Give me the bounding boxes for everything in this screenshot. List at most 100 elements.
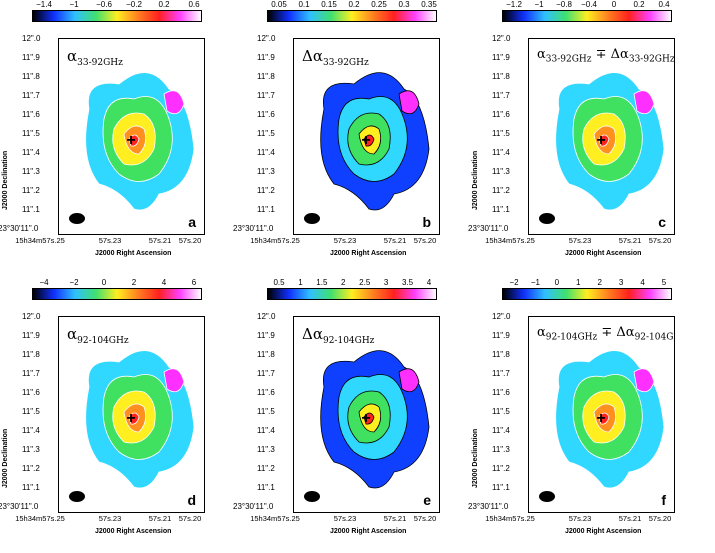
map-region: [633, 368, 655, 393]
colorbar-tick-label: −1: [534, 0, 544, 9]
panel-letter: f: [661, 492, 666, 508]
y-tick-label: 23°30'11".0: [0, 502, 39, 511]
y-tick-label: 11".4: [257, 148, 275, 157]
panel-letter: c: [658, 214, 666, 230]
y-tick-label: 11".8: [22, 72, 40, 81]
x-axis-label: J2000 Right Ascension: [95, 250, 172, 257]
colorbar-tick-label: 2: [131, 278, 137, 287]
map-region: [163, 368, 185, 393]
y-tick-label: 11".4: [492, 426, 510, 435]
colorbar-tick-label: 4: [640, 278, 645, 287]
x-axis-label: J2000 Right Ascension: [565, 250, 642, 257]
y-tick-label: 23°30'11".0: [0, 224, 39, 233]
map-region: [598, 412, 610, 425]
colorbar-tick-label: 1: [298, 278, 303, 287]
x-tick-label: 57s.20: [648, 236, 672, 245]
panel-title: α33-92GHz: [67, 47, 123, 68]
x-tick-label: 57s.20: [413, 236, 437, 245]
x-tick-label: 57s.23: [568, 236, 592, 245]
y-tick-label: 11".4: [22, 148, 40, 157]
map-plot: Δα92-104GHz + e: [293, 316, 440, 513]
x-tick-label: 15h34m57s.25: [15, 514, 65, 523]
y-tick-label: 11".2: [492, 464, 510, 473]
y-tick-label: 11".4: [492, 148, 510, 157]
x-axis-label: J2000 Right Ascension: [565, 528, 642, 535]
y-tick-label: 11".6: [22, 110, 40, 119]
source-position-cross: +: [126, 410, 136, 427]
y-tick-label: 11".5: [257, 407, 275, 416]
y-tick-label: 11".1: [22, 205, 40, 214]
y-tick-label: 11".1: [492, 205, 510, 214]
y-tick-label: 11".9: [492, 53, 510, 62]
colorbar-tick-label: 2: [341, 278, 346, 287]
y-tick-label: 11".9: [22, 53, 40, 62]
map-region: [633, 90, 655, 115]
beam-ellipse: [304, 213, 320, 224]
x-tick-label: 15h34m57s.25: [15, 236, 65, 245]
beam-ellipse: [69, 491, 85, 502]
y-tick-label: 11".2: [257, 186, 275, 195]
y-tick-label: 11".1: [257, 483, 275, 492]
beam-ellipse: [539, 213, 555, 224]
colorbar-ticks: −4 −2 0 2 4 6: [32, 278, 202, 288]
colorbar: [267, 10, 437, 22]
y-tick-label: 11".6: [492, 110, 510, 119]
map-region: [128, 412, 140, 425]
colorbar-tick-label: 3: [618, 278, 624, 287]
x-tick-label: 57s.20: [648, 514, 672, 523]
spectral-index-map: [320, 350, 430, 489]
y-tick-label: 11".4: [257, 426, 275, 435]
y-axis-label: J2000 Declination: [2, 150, 9, 210]
y-tick-label: 11".9: [492, 331, 510, 340]
y-tick-label: 11".3: [257, 167, 275, 176]
colorbar: [502, 288, 672, 300]
y-tick-label: 11".8: [22, 350, 40, 359]
colorbar-tick-label: 0.3: [398, 0, 410, 9]
colorbar-tick-label: −1: [530, 278, 540, 287]
colorbar-tick-label: 0.5: [273, 278, 285, 287]
source-position-cross: +: [596, 132, 606, 149]
source-position-cross: +: [361, 410, 371, 427]
x-tick-label: 57s.23: [333, 236, 357, 245]
y-tick-label: 11".9: [22, 331, 40, 340]
colorbar-tick-label: 0.25: [371, 0, 387, 9]
colorbar-tick-label: 3.5: [402, 278, 414, 287]
panel-title: Δα92-104GHz: [302, 325, 375, 346]
x-axis-label: J2000 Right Ascension: [330, 528, 407, 535]
panel-letter: e: [423, 492, 431, 508]
x-tick-label: 57s.21: [148, 236, 172, 245]
map-region: [398, 368, 420, 393]
y-tick-label: 11".6: [257, 388, 275, 397]
panel-title: α92-104GHz: [67, 325, 129, 346]
x-tick-label: 57s.20: [178, 514, 202, 523]
colorbar-tick-label: −0.8: [556, 0, 572, 9]
colorbar-ticks: −1.2 −1 −0.8 −0.4 0 0.2 0.4: [502, 0, 672, 10]
colorbar-tick-label: −1: [69, 0, 79, 9]
x-tick-label: 57s.21: [148, 514, 172, 523]
y-tick-label: 12".0: [22, 34, 41, 43]
y-tick-label: 11".2: [22, 186, 40, 195]
y-tick-label: 11".7: [257, 369, 275, 378]
map-plot: α92-104GHz + d: [58, 316, 205, 513]
map-plot: α33-92GHz ∓ Δα33-92GHz + c: [528, 38, 675, 235]
colorbar-tick-label: 5: [661, 278, 667, 287]
colorbar-ticks: −2 −1 0 1 2 3 4 5: [502, 278, 672, 288]
colorbar-tick-label: 0.2: [158, 0, 170, 9]
x-tick-label: 57s.21: [618, 236, 642, 245]
panel-letter: a: [188, 214, 196, 230]
colorbar-tick-label: −1.4: [36, 0, 52, 9]
colorbar-tick-label: −0.6: [96, 0, 112, 9]
source-position-cross: +: [361, 132, 371, 149]
colorbar: [32, 288, 202, 300]
colorbar-tick-label: 0.4: [658, 0, 670, 9]
panel-e: 0.5 1 1.5 2 2.5 3 3.5 4 12".0 11".9 11".8 11".7 11".…: [233, 278, 465, 548]
colorbar-tick-label: 2: [597, 278, 602, 287]
map-region: [398, 90, 420, 115]
spectral-index-map: [85, 350, 195, 489]
colorbar-tick-label: 0.6: [188, 0, 200, 9]
panel-title: α92-104GHz ∓ Δα92-104GHz: [537, 325, 674, 343]
x-tick-label: 57s.23: [98, 514, 122, 523]
x-tick-label: 57s.21: [383, 514, 407, 523]
y-tick-label: 11".9: [257, 53, 275, 62]
y-axis-label: J2000 Declination: [2, 428, 9, 488]
